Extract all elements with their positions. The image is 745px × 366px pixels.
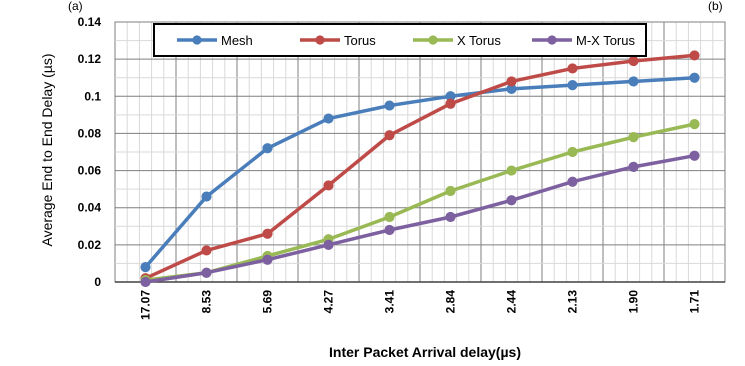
corner-label-left: (a) xyxy=(68,0,83,13)
x-tick-label: 5.69 xyxy=(261,290,275,314)
data-point xyxy=(384,100,395,111)
corner-label-right: (b) xyxy=(708,0,723,13)
data-point xyxy=(262,254,273,265)
data-point xyxy=(445,211,456,223)
data-point xyxy=(689,50,700,61)
data-point xyxy=(506,165,517,176)
y-tick-label: 0.04 xyxy=(78,201,102,215)
x-tick-label: 4.27 xyxy=(322,290,336,314)
data-point xyxy=(506,76,517,87)
data-point xyxy=(323,113,334,124)
data-point xyxy=(628,76,639,87)
x-tick-label: 2.13 xyxy=(566,290,580,314)
x-tick-label: 1.71 xyxy=(688,290,702,314)
data-point xyxy=(628,132,639,143)
legend-box xyxy=(153,23,647,57)
data-point xyxy=(567,146,578,158)
data-point xyxy=(567,176,578,187)
x-tick-label: 1.90 xyxy=(627,290,641,314)
plot-grid xyxy=(114,21,726,283)
series-line xyxy=(144,75,695,269)
data-point xyxy=(140,276,151,288)
data-point xyxy=(689,72,700,83)
data-point xyxy=(628,55,639,67)
data-point xyxy=(384,211,395,223)
legend-marker xyxy=(315,35,325,45)
y-tick-label: 0.02 xyxy=(78,238,102,252)
data-point xyxy=(201,267,212,278)
data-point xyxy=(445,185,456,197)
series-line xyxy=(144,53,695,280)
legend-label: Mesh xyxy=(221,33,253,48)
x-tick-label: 3.41 xyxy=(383,290,397,314)
data-point xyxy=(262,143,273,154)
data-point xyxy=(384,130,395,141)
y-tick-label: 0.12 xyxy=(78,52,102,66)
data-point xyxy=(628,161,639,172)
data-point xyxy=(567,80,578,91)
y-tick-labels: 0 0.02 0.04 0.06 0.08 0.1 0.12 0.14 xyxy=(78,15,102,289)
data-point xyxy=(140,262,151,273)
y-tick-label: 0.14 xyxy=(78,15,102,29)
series-line xyxy=(145,153,695,284)
legend-marker xyxy=(428,35,438,45)
y-tick-label: 0.08 xyxy=(78,126,102,140)
data-point xyxy=(384,224,395,236)
data-point xyxy=(323,180,334,191)
series-line xyxy=(145,122,695,282)
legend-label: M-X Torus xyxy=(576,33,635,48)
data-point xyxy=(506,195,517,206)
y-tick-label: 0.1 xyxy=(84,89,101,103)
legend-marker xyxy=(547,35,557,45)
data-point xyxy=(262,228,273,239)
data-point xyxy=(567,63,578,74)
legend-label: Torus xyxy=(344,33,376,48)
x-tick-label: 17.07 xyxy=(139,290,153,320)
x-tick-labels: 17.07 8.53 5.69 4.27 3.41 2.84 2.44 2.13 1.90 1.7… xyxy=(139,290,702,320)
y-tick-label: 0.06 xyxy=(78,164,102,178)
data-point xyxy=(445,98,456,109)
x-tick-label: 2.84 xyxy=(444,290,458,314)
data-point xyxy=(201,245,212,256)
legend-marker xyxy=(192,35,202,45)
legend: Mesh Torus X Torus M-X Torus xyxy=(153,23,647,57)
data-point xyxy=(689,150,700,161)
legend-label: X Torus xyxy=(457,33,501,48)
x-axis-title: Inter Packet Arrival delay(µs) xyxy=(329,344,521,360)
data-point xyxy=(323,239,334,250)
y-axis-title: Average End to End Delay (µs) xyxy=(39,53,55,246)
data-point xyxy=(689,119,700,130)
series-lines xyxy=(140,50,700,288)
y-tick-label: 0 xyxy=(94,275,101,289)
data-point xyxy=(201,191,212,202)
x-tick-label: 8.53 xyxy=(200,290,214,314)
x-tick-label: 2.44 xyxy=(505,290,519,314)
